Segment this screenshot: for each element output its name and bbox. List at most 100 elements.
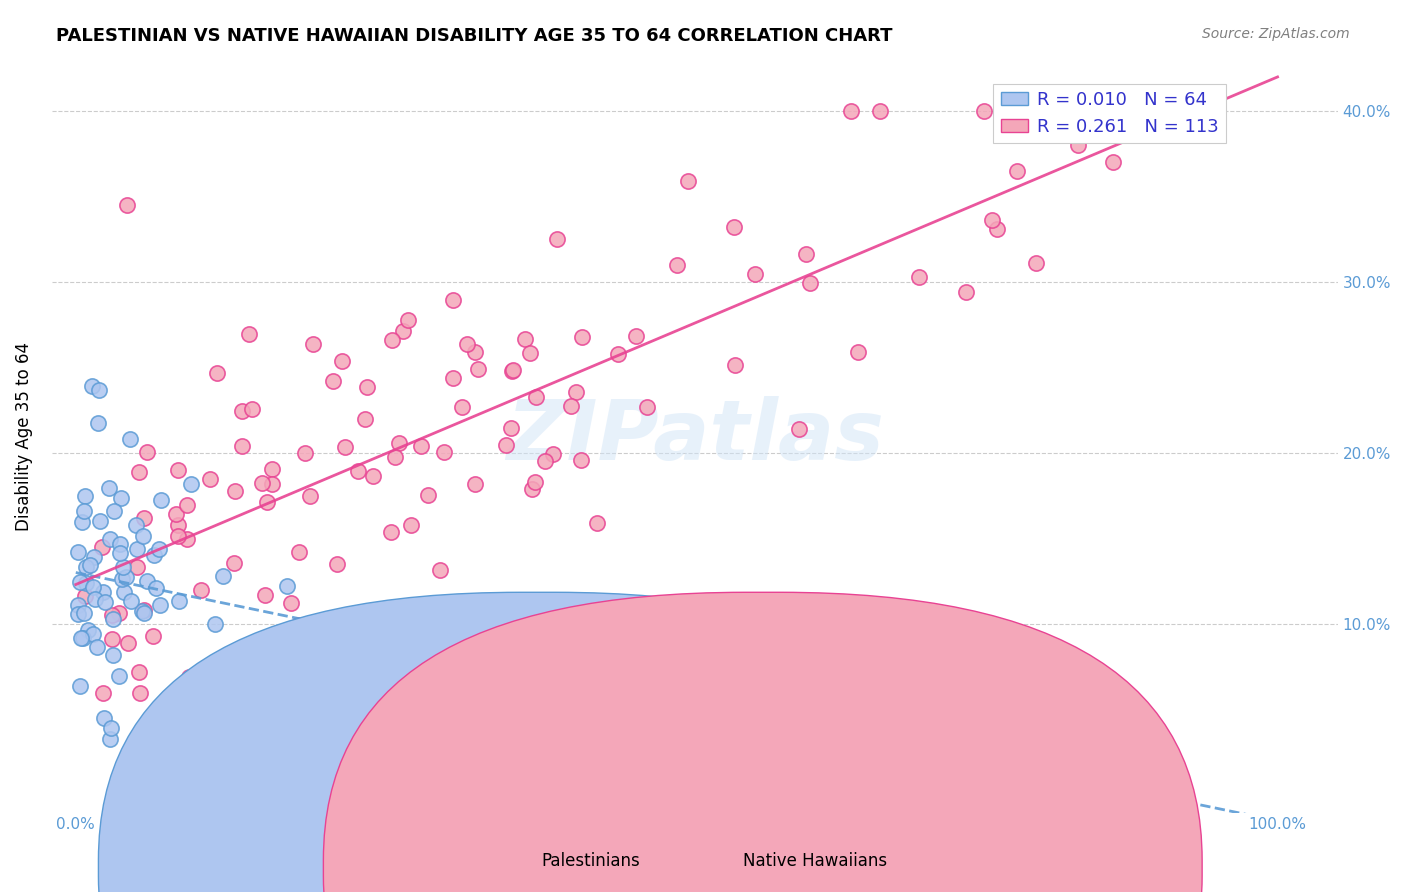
Point [411, 439, 433, 453]
Point [127, 541, 149, 556]
Point [115, 570, 138, 584]
Point [636, 401, 658, 415]
Point [103, 504, 125, 518]
Point [284, 665, 307, 680]
Point [586, 516, 609, 531]
Point [384, 450, 406, 464]
Point [287, 618, 309, 632]
Point [441, 293, 464, 307]
Point [280, 596, 302, 610]
Point [501, 364, 523, 378]
Point [108, 546, 131, 560]
Point [204, 617, 226, 632]
Point [789, 422, 811, 436]
Point [89, 514, 111, 528]
Point [724, 358, 747, 372]
Point [222, 556, 245, 570]
Point [846, 345, 869, 359]
Point [418, 488, 440, 502]
Point [260, 462, 283, 476]
Point [354, 412, 377, 426]
Point [118, 432, 141, 446]
Point [240, 402, 263, 417]
Point [98, 533, 121, 547]
Point [381, 333, 404, 347]
Point [1025, 255, 1047, 269]
Point [83, 591, 105, 606]
Point [212, 569, 235, 583]
Point [522, 483, 544, 497]
Point [571, 329, 593, 343]
Point [356, 379, 378, 393]
Point [132, 603, 155, 617]
Point [125, 518, 148, 533]
Point [125, 560, 148, 574]
Point [77, 623, 100, 637]
Point [111, 572, 134, 586]
Point [200, 472, 222, 486]
Point [839, 103, 862, 118]
Point [190, 582, 212, 597]
Point [238, 326, 260, 341]
Point [176, 498, 198, 512]
Point [523, 475, 546, 490]
Point [456, 337, 478, 351]
Point [451, 400, 474, 414]
Point [73, 606, 96, 620]
Point [108, 606, 131, 620]
Point [464, 477, 486, 491]
Point [128, 665, 150, 679]
Point [335, 441, 357, 455]
Point [101, 612, 124, 626]
Point [117, 636, 139, 650]
Point [533, 454, 555, 468]
Point [167, 463, 190, 477]
Point [87, 416, 110, 430]
Point [744, 267, 766, 281]
Point [560, 399, 582, 413]
Point [231, 404, 253, 418]
Point [250, 475, 273, 490]
Point [82, 379, 104, 393]
Text: ZIPatlas: ZIPatlas [506, 395, 883, 476]
Point [73, 590, 96, 604]
Point [136, 445, 159, 459]
Point [100, 721, 122, 735]
Text: Native Hawaiians: Native Hawaiians [744, 852, 887, 870]
Point [112, 560, 135, 574]
Point [79, 558, 101, 573]
Point [467, 362, 489, 376]
Point [177, 687, 200, 701]
Point [276, 579, 298, 593]
Point [565, 384, 588, 399]
Point [120, 594, 142, 608]
Point [499, 421, 522, 435]
Point [131, 604, 153, 618]
Point [325, 557, 347, 571]
Point [169, 593, 191, 607]
Point [101, 607, 124, 622]
Point [108, 537, 131, 551]
Point [973, 103, 995, 118]
Point [103, 648, 125, 662]
Point [143, 548, 166, 562]
Point [1066, 137, 1088, 152]
Point [135, 574, 157, 588]
Point [546, 232, 568, 246]
Point [145, 581, 167, 595]
Point [83, 550, 105, 565]
Point [626, 328, 648, 343]
Point [75, 560, 97, 574]
Point [82, 580, 104, 594]
Text: PALESTINIAN VS NATIVE HAWAIIAN DISABILITY AGE 35 TO 64 CORRELATION CHART: PALESTINIAN VS NATIVE HAWAIIAN DISABILIT… [56, 27, 893, 45]
Point [302, 336, 325, 351]
Point [676, 174, 699, 188]
Point [70, 515, 93, 529]
Point [433, 445, 456, 459]
Point [73, 489, 96, 503]
Point [82, 627, 104, 641]
Point [322, 374, 344, 388]
Point [91, 585, 114, 599]
Point [388, 435, 411, 450]
Point [107, 669, 129, 683]
